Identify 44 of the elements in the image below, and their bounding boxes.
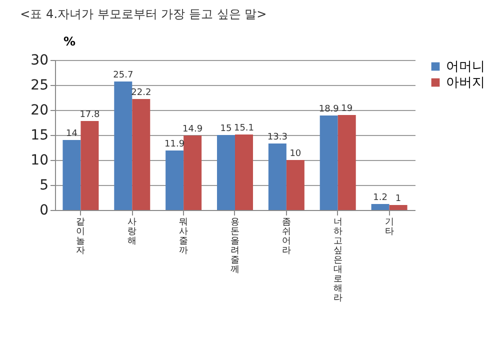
bar	[114, 82, 132, 210]
data-label: 18.9	[318, 104, 340, 114]
x-tick-label: 용돈 올려줄께	[230, 218, 240, 275]
data-label: 13.3	[267, 132, 288, 142]
data-label: 15	[220, 124, 232, 134]
bar	[286, 160, 304, 210]
bar	[371, 204, 390, 210]
bar	[217, 135, 235, 210]
bar	[268, 144, 286, 210]
category-label: 너 하고 싶은대로 해라	[333, 218, 342, 304]
data-label: 15.1	[234, 124, 254, 134]
bar	[184, 136, 202, 210]
bar	[80, 121, 99, 210]
data-label: 1	[395, 194, 402, 204]
y-tick-label: 30	[30, 52, 48, 68]
bar	[389, 205, 408, 210]
y-tick-label: 25	[30, 78, 48, 94]
x-tick-label: 기타	[384, 218, 394, 237]
y-tick-label: 5	[40, 178, 48, 194]
data-label: 14.9	[182, 124, 203, 134]
y-tick-label: 20	[30, 102, 48, 118]
data-label: 10	[290, 149, 302, 159]
x-tick-label: 뭐 사줄까	[179, 218, 188, 256]
y-tick-label: 15	[30, 128, 48, 144]
y-axis-title: %	[64, 34, 76, 48]
legend-label: 아버지	[446, 76, 485, 90]
chart-title: <표 4.자녀가 부모로부터 가장 듣고 싶은 말>	[20, 7, 267, 21]
data-label: 14	[66, 129, 78, 139]
bar	[320, 116, 338, 210]
x-tick-label: 사랑해	[128, 218, 137, 246]
data-label: 25.7	[113, 70, 134, 80]
bar	[132, 99, 150, 210]
data-label: 1.2	[373, 193, 388, 203]
legend-label: 어머니	[446, 60, 485, 74]
bar	[166, 150, 184, 210]
x-tick-label: 좀 쉬어라	[282, 218, 291, 256]
data-label: 19	[341, 104, 353, 114]
data-label: 17.8	[80, 110, 100, 120]
x-tick-label: 같이 놀자	[76, 218, 86, 256]
bar	[235, 134, 253, 210]
y-tick-label: 0	[40, 202, 48, 218]
y-tick-label: 10	[30, 152, 48, 168]
bar	[338, 115, 356, 210]
bar	[62, 140, 81, 210]
